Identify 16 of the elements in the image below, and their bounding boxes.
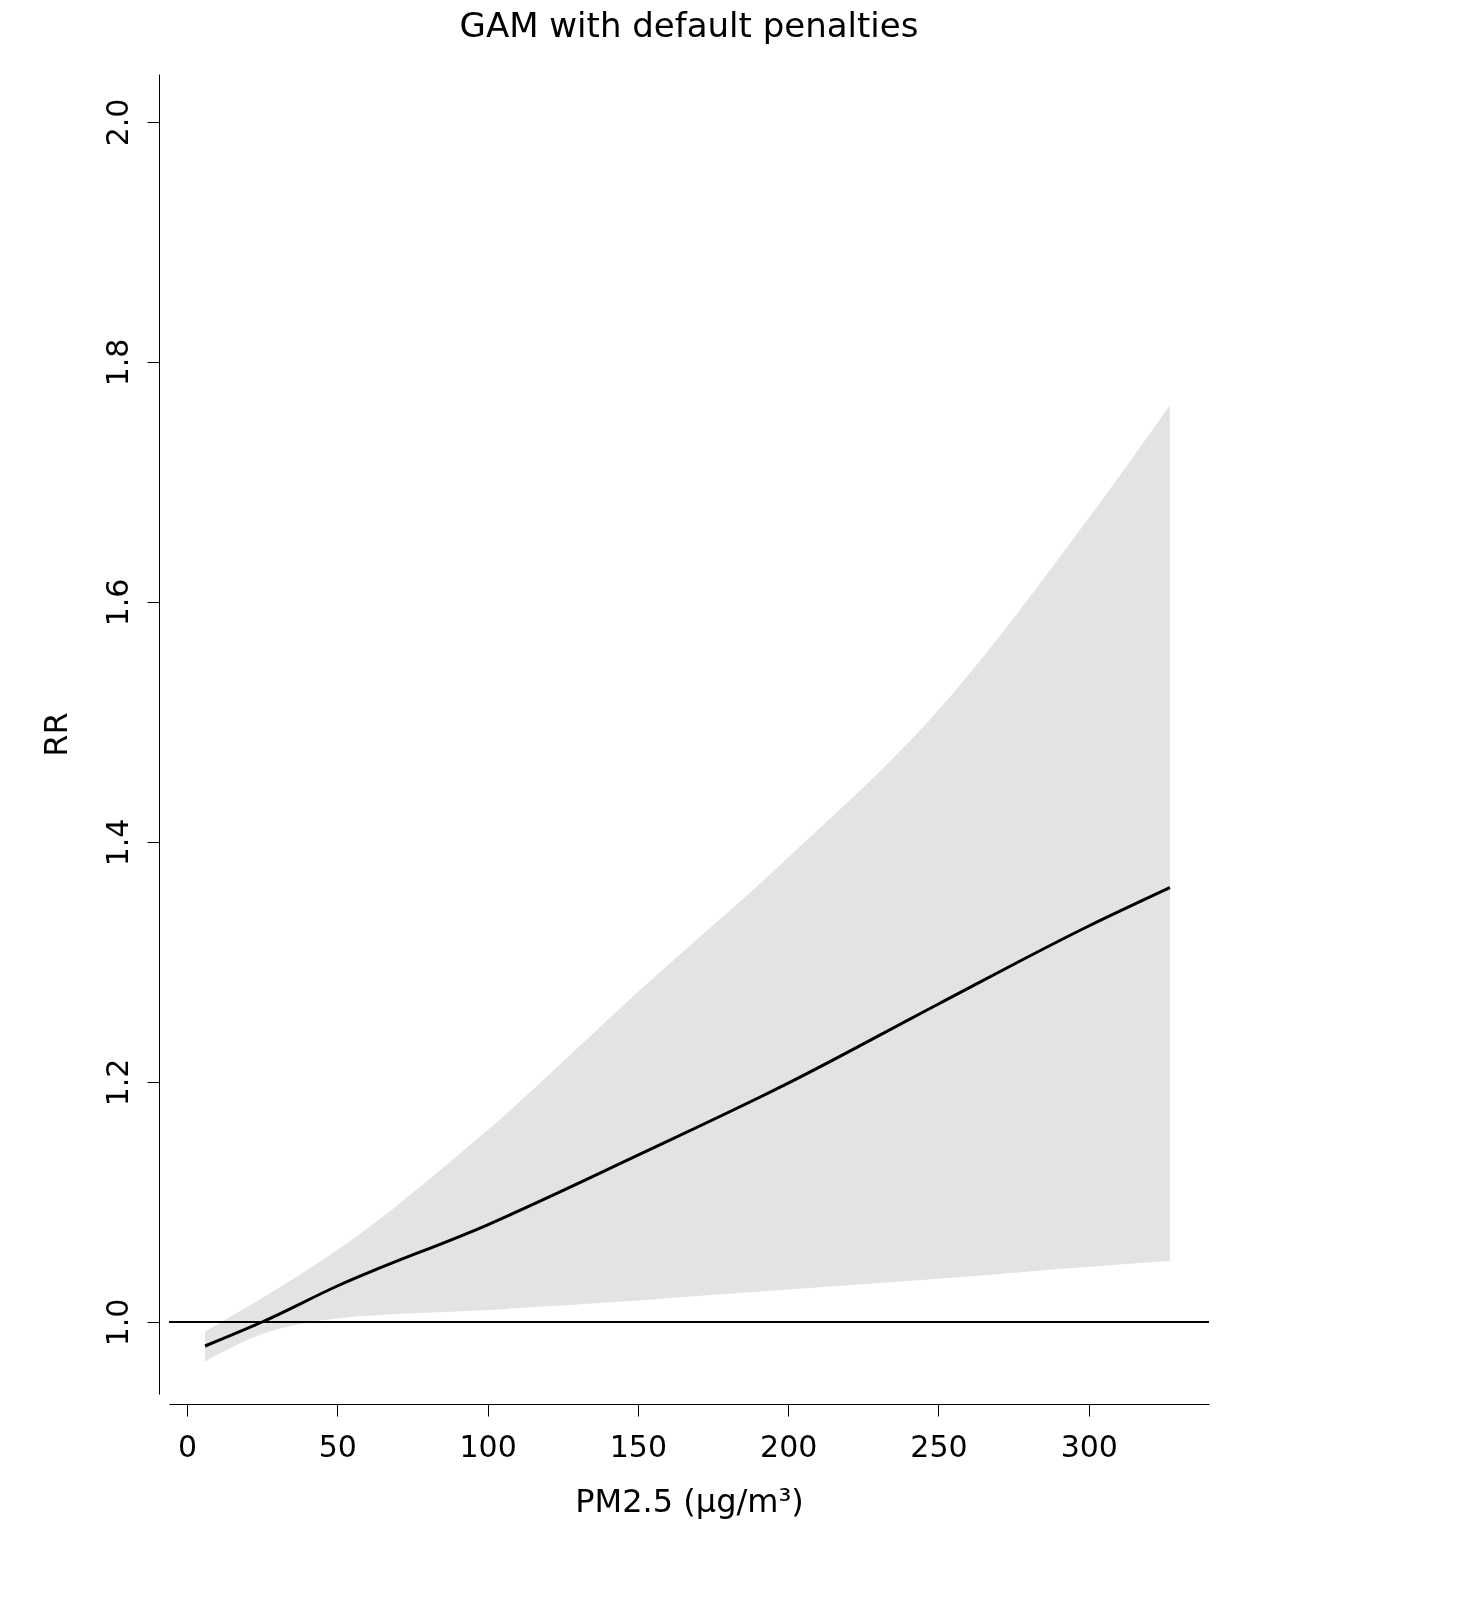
y-tick-label: 2.0 [99,98,135,147]
x-tick-label: 150 [609,1428,668,1464]
x-tick-label: 200 [760,1428,818,1464]
x-tick-label: 50 [318,1428,357,1464]
y-tick-label: 1.2 [99,1058,135,1107]
x-axis-title: PM2.5 (μg/m³) [575,1481,804,1520]
x-tick-label: 300 [1060,1428,1118,1464]
x-tick-label: 0 [177,1428,198,1464]
y-tick-label: 1.4 [99,818,135,867]
y-tick-label: 1.8 [99,338,135,387]
chart-title: GAM with default penalties [459,5,919,45]
y-tick-label: 1.0 [99,1298,135,1347]
y-tick-label: 1.6 [99,578,135,627]
y-axis-title: RR [36,712,75,757]
x-tick-label: 250 [910,1428,968,1464]
x-tick-label: 100 [459,1428,517,1464]
